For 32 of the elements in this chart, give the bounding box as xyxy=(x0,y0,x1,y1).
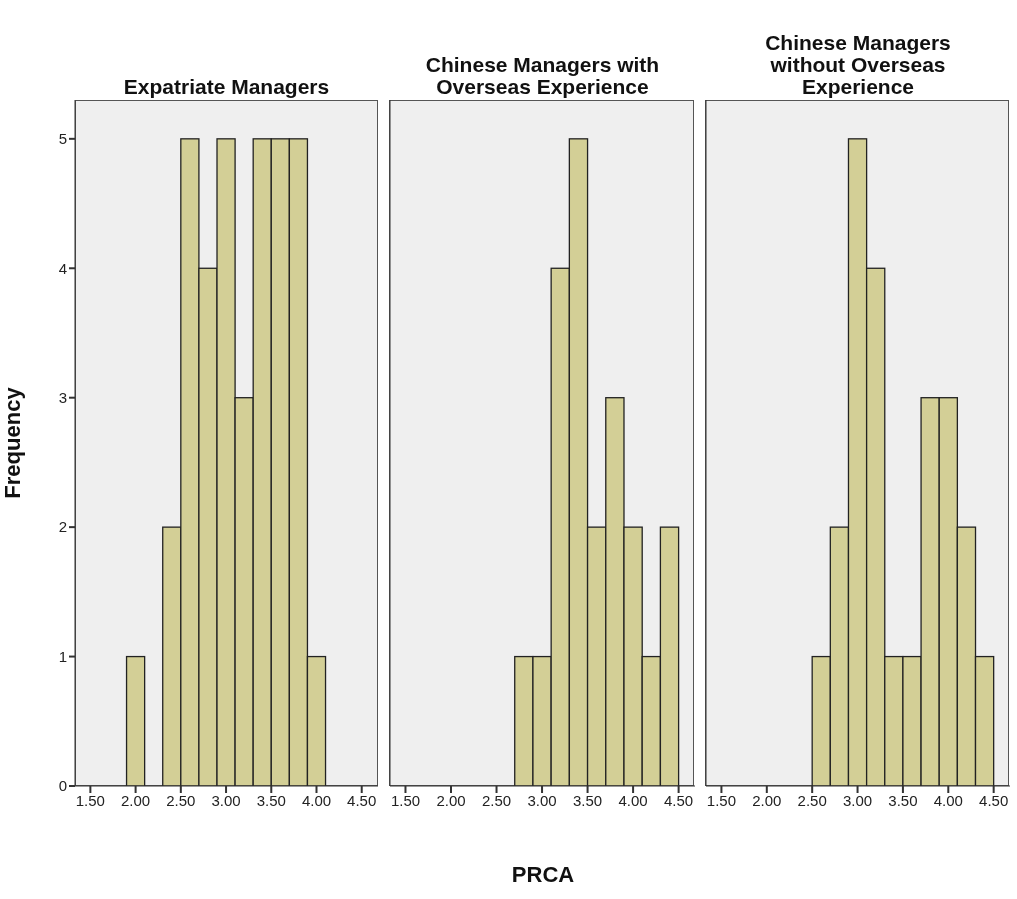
x-tick-label: 3.50 xyxy=(256,791,286,809)
chart-title: Chinese Managers with Overseas Experience xyxy=(424,53,661,98)
x-tick-label: 3.00 xyxy=(527,791,557,809)
y-axis-title: Frequency xyxy=(0,386,25,499)
x-tick-label: 2.50 xyxy=(166,791,196,809)
x-tick-label: 4.00 xyxy=(933,791,963,809)
x-tick-label: 1.50 xyxy=(706,791,737,809)
x-tick-label: 4.50 xyxy=(347,791,377,809)
x-tick-label: 4.50 xyxy=(979,791,1009,809)
x-tick-label: 3.00 xyxy=(842,791,873,809)
y-tick-label: 4 xyxy=(58,259,67,277)
x-tick-label: 2.00 xyxy=(121,791,151,809)
x-tick-label: 2.50 xyxy=(481,791,512,809)
chart-title: Chinese Managers without Overseas Experience xyxy=(764,31,952,98)
x-tick-label: 3.50 xyxy=(888,791,918,809)
x-tick-label: 2.00 xyxy=(752,791,782,809)
x-tick-label: 2.00 xyxy=(436,791,466,809)
y-tick-label: 5 xyxy=(58,130,67,148)
x-axis-title: PRCA xyxy=(510,862,576,888)
chart-title: Expatriate Managers xyxy=(122,75,331,98)
y-tick-label: 3 xyxy=(58,389,67,407)
x-tick-label: 1.50 xyxy=(390,791,421,809)
x-tick-label: 4.00 xyxy=(301,791,332,809)
x-tick-label: 2.50 xyxy=(797,791,827,809)
y-tick-label: 2 xyxy=(58,518,67,536)
x-tick-label: 4.50 xyxy=(664,791,694,809)
x-tick-label: 3.50 xyxy=(572,791,603,809)
x-tick-label: 1.50 xyxy=(75,791,105,809)
y-tick-label: 0 xyxy=(58,777,67,795)
x-tick-label: 3.00 xyxy=(211,791,241,809)
x-tick-label: 4.00 xyxy=(618,791,648,809)
y-tick-label: 1 xyxy=(58,647,67,665)
